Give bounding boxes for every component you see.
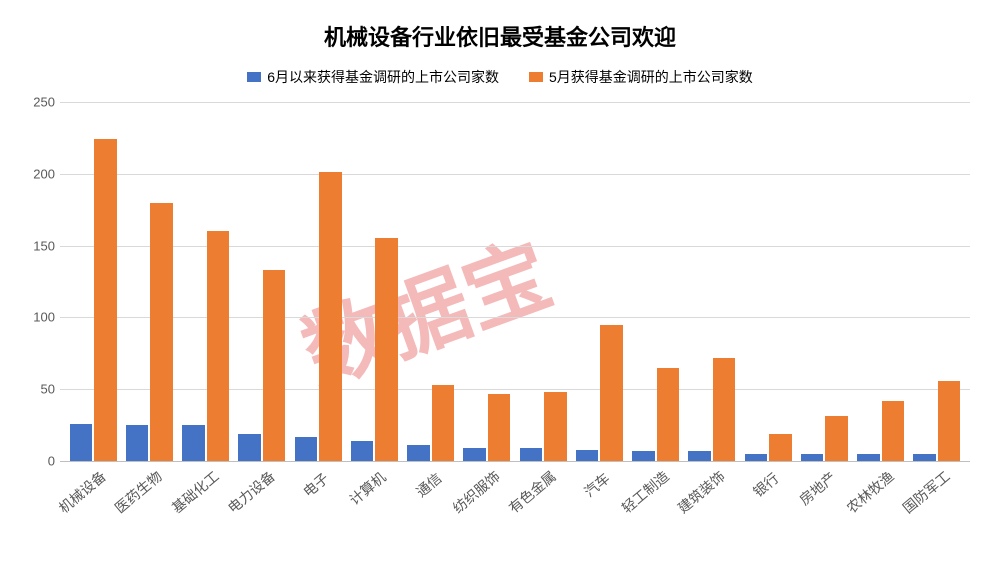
bar [70, 424, 93, 461]
ytick-label: 150 [25, 238, 55, 253]
ytick-label: 250 [25, 95, 55, 110]
bar [150, 203, 173, 461]
xaxis-label: 房地产 [795, 467, 840, 509]
bar [938, 381, 961, 461]
xaxis-item: 通信 [403, 462, 459, 572]
bar [657, 368, 680, 461]
legend-item-series2: 5月获得基金调研的上市公司家数 [529, 67, 753, 87]
bar [207, 231, 230, 461]
xaxis-item: 计算机 [346, 462, 402, 572]
bar [488, 394, 511, 461]
bar-group [909, 102, 965, 461]
legend-item-series1: 6月以来获得基金调研的上市公司家数 [247, 67, 499, 87]
legend: 6月以来获得基金调研的上市公司家数 5月获得基金调研的上市公司家数 [20, 67, 980, 87]
bar [801, 454, 824, 461]
bar [745, 454, 768, 461]
xaxis-item: 轻工制造 [628, 462, 684, 572]
xaxis-item: 建筑装饰 [684, 462, 740, 572]
ytick-label: 100 [25, 310, 55, 325]
bar-group [346, 102, 402, 461]
chart-container: 机械设备行业依旧最受基金公司欢迎 6月以来获得基金调研的上市公司家数 5月获得基… [0, 0, 1000, 584]
xaxis-item: 电力设备 [234, 462, 290, 572]
xaxis-item: 国防军工 [909, 462, 965, 572]
xaxis-label: 电子 [299, 468, 333, 501]
bar-group [65, 102, 121, 461]
bar [769, 434, 792, 461]
bar-group [853, 102, 909, 461]
xaxis-item: 电子 [290, 462, 346, 572]
xaxis-item: 纺织服饰 [459, 462, 515, 572]
xaxis-item: 房地产 [796, 462, 852, 572]
xaxis-label: 计算机 [345, 467, 390, 509]
bar [825, 416, 848, 461]
bar [295, 437, 318, 461]
chart-title: 机械设备行业依旧最受基金公司欢迎 [20, 20, 980, 52]
bar [857, 454, 880, 461]
xaxis-item: 有色金属 [515, 462, 571, 572]
xaxis-item: 农林牧渔 [853, 462, 909, 572]
bar [94, 139, 117, 461]
bar [238, 434, 261, 461]
bar-group [121, 102, 177, 461]
ytick-label: 50 [25, 382, 55, 397]
xaxis-label: 汽车 [580, 468, 614, 501]
xaxis-item: 银行 [740, 462, 796, 572]
bar-group [628, 102, 684, 461]
ytick-label: 0 [25, 454, 55, 469]
bar [576, 450, 599, 461]
bars-row [60, 102, 970, 461]
bar-group [403, 102, 459, 461]
bar-group [684, 102, 740, 461]
bar [520, 448, 543, 461]
bar-group [796, 102, 852, 461]
bar [319, 172, 342, 461]
bar-group [459, 102, 515, 461]
bar [407, 445, 430, 461]
bar [632, 451, 655, 461]
bar [688, 451, 711, 461]
bar-group [290, 102, 346, 461]
xaxis-label: 银行 [749, 468, 783, 501]
bar [713, 358, 736, 461]
bar [351, 441, 374, 461]
bar [263, 270, 286, 461]
bar [913, 454, 936, 461]
bar [600, 325, 623, 461]
xaxis-item: 医药生物 [121, 462, 177, 572]
legend-swatch-series1 [247, 72, 261, 82]
legend-swatch-series2 [529, 72, 543, 82]
bar [432, 385, 455, 461]
bar-group [178, 102, 234, 461]
bar-group [740, 102, 796, 461]
bar [126, 425, 149, 461]
xaxis-label: 通信 [411, 468, 445, 501]
ytick-label: 200 [25, 166, 55, 181]
bar [375, 238, 398, 461]
bar [182, 425, 205, 461]
plot-area: 数据宝 050100150200250 [60, 102, 970, 462]
legend-label-series1: 6月以来获得基金调研的上市公司家数 [267, 67, 499, 87]
bar-group [571, 102, 627, 461]
bar [882, 401, 905, 461]
bar [463, 448, 486, 461]
bar [544, 392, 567, 461]
xaxis-item: 机械设备 [65, 462, 121, 572]
x-axis: 机械设备医药生物基础化工电力设备电子计算机通信纺织服饰有色金属汽车轻工制造建筑装… [60, 462, 970, 572]
legend-label-series2: 5月获得基金调研的上市公司家数 [549, 67, 753, 87]
bar-group [515, 102, 571, 461]
xaxis-item: 汽车 [571, 462, 627, 572]
bar-group [234, 102, 290, 461]
xaxis-item: 基础化工 [178, 462, 234, 572]
xaxis-label: 机械设备 [55, 466, 111, 517]
